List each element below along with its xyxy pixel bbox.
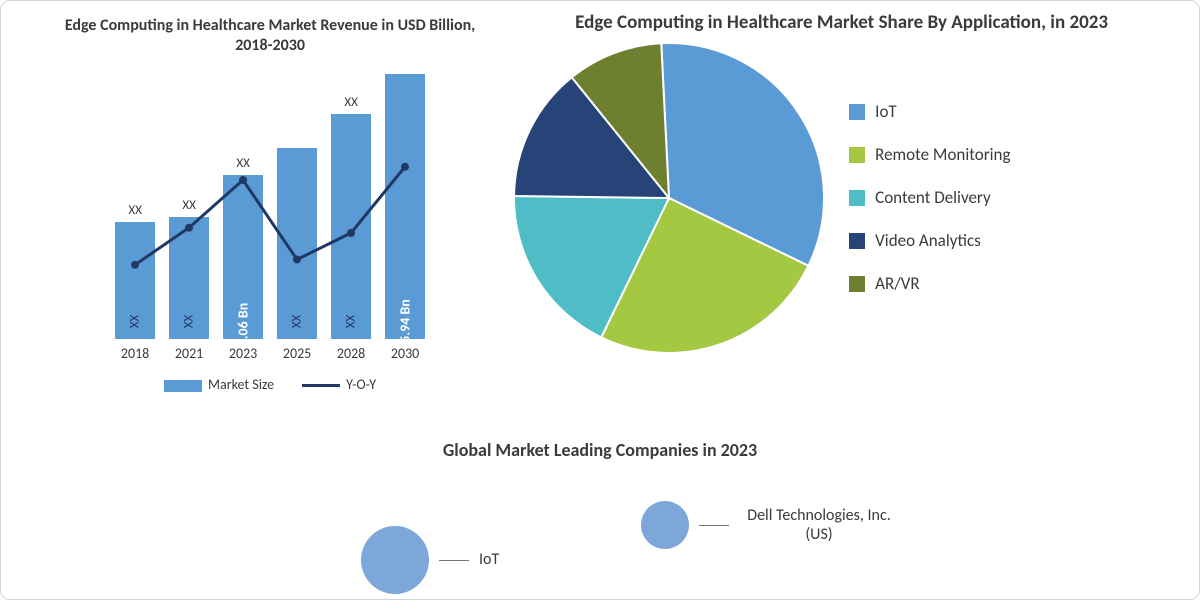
legend-swatch bbox=[849, 276, 865, 292]
x-tick-label: 2021 bbox=[169, 345, 209, 362]
bar-chart-title: Edge Computing in Healthcare Market Reve… bbox=[56, 16, 484, 56]
legend-item: AR/VR bbox=[849, 273, 1010, 294]
pie-chart bbox=[514, 43, 824, 353]
bubble-circle bbox=[641, 501, 689, 549]
legend-market-size: Market Size bbox=[164, 376, 274, 393]
bar-rect: 5.06 Bn bbox=[223, 175, 263, 339]
legend-item: Content Delivery bbox=[849, 187, 1010, 208]
legend-swatch bbox=[849, 190, 865, 206]
bubble-label: Dell Technologies, Inc. (US) bbox=[739, 506, 899, 544]
bubble-circle bbox=[361, 526, 429, 594]
bar-top-label: XX bbox=[344, 95, 358, 110]
bar-2018: XX XX bbox=[115, 203, 155, 339]
bar-value-label: XX bbox=[128, 315, 143, 329]
bar-2023: XX 5.06 Bn bbox=[223, 156, 263, 339]
bar-rect: 15.94 Bn bbox=[385, 74, 425, 339]
legend-item: IoT bbox=[849, 101, 1010, 122]
bar-rect: XX bbox=[277, 148, 317, 339]
bar-2028: XX XX bbox=[331, 95, 371, 339]
bar-legend: Market Size Y-O-Y bbox=[56, 376, 484, 393]
legend-swatch bbox=[849, 147, 865, 163]
bar-top-label: XX bbox=[236, 156, 250, 171]
legend-label: Video Analytics bbox=[875, 230, 981, 251]
bar-rect: XX bbox=[331, 114, 371, 339]
bar-x-axis-labels: 201820212023202520282030 bbox=[115, 345, 425, 362]
x-tick-label: 2025 bbox=[277, 345, 317, 362]
bar-top-label: XX bbox=[128, 203, 142, 218]
x-tick-label: 2018 bbox=[115, 345, 155, 362]
companies-section: Global Market Leading Companies in 2023 … bbox=[1, 439, 1199, 609]
bar-value-label: XX bbox=[182, 315, 197, 329]
bar-2025: XX bbox=[277, 148, 317, 339]
bar-value-label: XX bbox=[290, 315, 305, 329]
bubble-leader-line bbox=[439, 560, 469, 561]
company-bubble: Dell Technologies, Inc. (US) bbox=[641, 501, 899, 549]
x-tick-label: 2023 bbox=[223, 345, 263, 362]
pie-chart-title: Edge Computing in Healthcare Market Shar… bbox=[514, 11, 1169, 35]
bar-2030: 15.94 Bn bbox=[385, 74, 425, 339]
bar-rect: XX bbox=[169, 217, 209, 339]
bubble-leader-line bbox=[699, 525, 729, 526]
bar-rect: XX bbox=[115, 222, 155, 339]
bar-top-label: XX bbox=[182, 198, 196, 213]
x-tick-label: 2028 bbox=[331, 345, 371, 362]
bubble-label: IoT bbox=[479, 550, 499, 569]
bar-2021: XX XX bbox=[169, 198, 209, 339]
legend-item: Remote Monitoring bbox=[849, 144, 1010, 165]
legend-label: Content Delivery bbox=[875, 187, 990, 208]
bar-value-label: 15.94 Bn bbox=[397, 299, 414, 350]
legend-swatch bbox=[849, 233, 865, 249]
bar-value-label: 5.06 Bn bbox=[235, 303, 252, 347]
bar-value-label: XX bbox=[344, 315, 359, 329]
legend-swatch bbox=[849, 104, 865, 120]
bar-plot: XX XX XX XX XX 5.06 Bn XX XX XX 15.94 Bn bbox=[115, 74, 425, 339]
legend-label: IoT bbox=[875, 101, 897, 122]
pie-legend: IoT Remote Monitoring Content Delivery Vide… bbox=[849, 101, 1010, 294]
companies-title: Global Market Leading Companies in 2023 bbox=[1, 439, 1199, 461]
pie-chart-section: Edge Computing in Healthcare Market Shar… bbox=[504, 1, 1199, 431]
legend-yoy: Y-O-Y bbox=[302, 376, 376, 393]
legend-label: Remote Monitoring bbox=[875, 144, 1010, 165]
legend-item: Video Analytics bbox=[849, 230, 1010, 251]
bar-chart-section: Edge Computing in Healthcare Market Reve… bbox=[1, 1, 504, 431]
bubble-chart: IoT Dell Technologies, Inc. (US) bbox=[1, 471, 1199, 591]
company-bubble: IoT bbox=[361, 526, 499, 594]
legend-label: AR/VR bbox=[875, 273, 920, 294]
